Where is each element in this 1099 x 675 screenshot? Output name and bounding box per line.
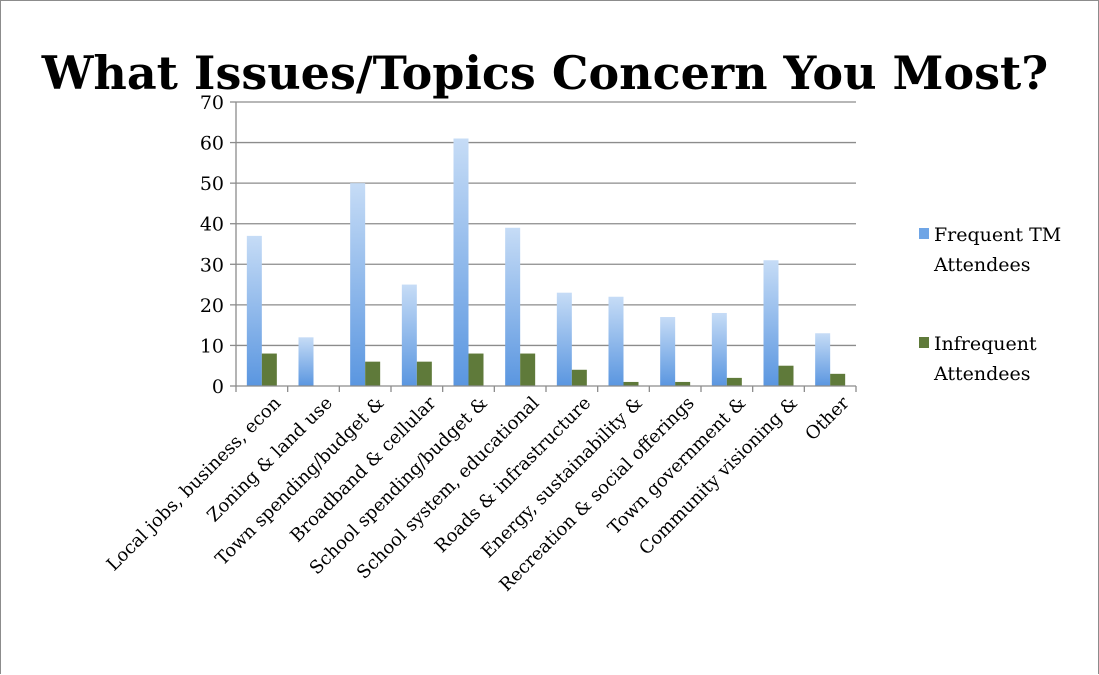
bar-infrequent — [261, 353, 277, 386]
legend-label: Infrequent — [934, 333, 1037, 355]
y-tick-label: 0 — [212, 376, 224, 398]
bar-frequent — [660, 317, 676, 386]
legend-label: Frequent TM — [934, 224, 1061, 246]
bar-infrequent — [416, 361, 432, 386]
bar-frequent — [711, 312, 727, 386]
bar-infrequent — [726, 377, 742, 386]
bar-frequent — [246, 235, 262, 386]
bar-frequent — [453, 138, 469, 386]
y-tick-label: 10 — [200, 335, 224, 357]
bar-frequent — [505, 227, 521, 386]
legend-swatch — [919, 228, 929, 239]
y-tick-label: 60 — [200, 133, 224, 155]
bar-infrequent — [830, 373, 846, 386]
y-tick-label: 30 — [200, 254, 224, 276]
bar-frequent — [298, 337, 314, 386]
bar-infrequent — [468, 353, 484, 386]
bar-frequent — [350, 183, 366, 386]
legend: Frequent TM Attendees Infrequent Attendees — [919, 224, 1061, 385]
bar-frequent — [401, 284, 417, 386]
chart-title: What Issues/Topics Concern You Most? — [41, 46, 1048, 100]
bar-infrequent — [520, 353, 536, 386]
bar-frequent — [556, 292, 572, 386]
bar-infrequent — [623, 381, 639, 386]
bar-infrequent — [675, 381, 691, 386]
bar-infrequent — [571, 369, 587, 386]
bar-infrequent — [778, 365, 794, 386]
y-tick-label: 50 — [200, 173, 224, 195]
legend-label: Attendees — [933, 363, 1031, 385]
legend-label: Attendees — [933, 254, 1031, 276]
y-tick-label: 40 — [200, 214, 224, 236]
bar-infrequent — [365, 361, 381, 386]
y-tick-label: 20 — [200, 295, 224, 317]
bar-frequent — [763, 260, 779, 386]
bar-frequent — [815, 333, 831, 386]
x-category-label: Other — [801, 392, 853, 444]
y-tick-label: 70 — [200, 92, 224, 114]
bar-frequent — [608, 296, 624, 386]
legend-swatch — [919, 337, 929, 348]
